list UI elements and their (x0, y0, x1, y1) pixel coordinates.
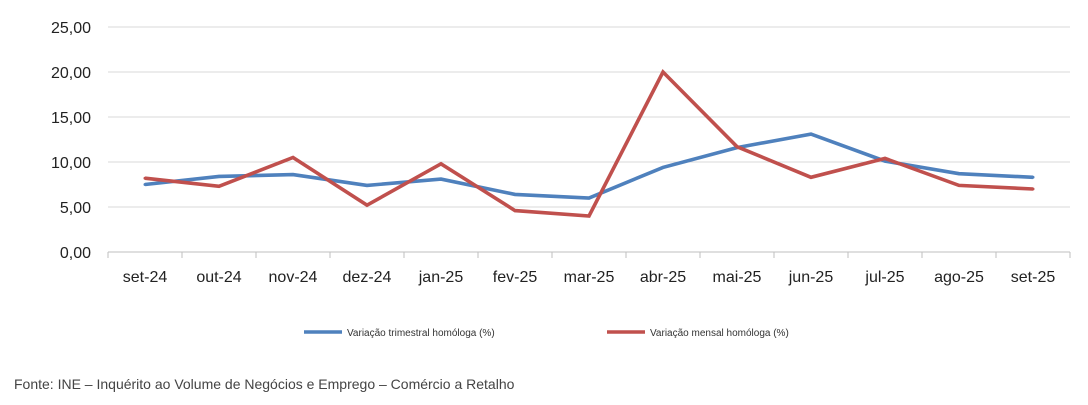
x-tick-label: jun-25 (788, 269, 834, 286)
x-tick-label: out-24 (196, 269, 241, 286)
y-tick-label: 10,00 (51, 155, 91, 172)
x-axis-tick-labels: set-24 out-24 nov-24 dez-24 jan-25 fev-25 mar-… (123, 269, 1056, 286)
data-point (883, 156, 887, 160)
x-tick-label: mar-25 (564, 269, 615, 286)
y-tick-label: 25,00 (51, 20, 91, 37)
data-point (439, 162, 443, 166)
data-point (291, 156, 295, 159)
x-tick-label: dez-24 (343, 269, 392, 286)
data-point (217, 174, 221, 178)
data-point (1031, 175, 1035, 179)
axes (107, 251, 1071, 258)
data-point (291, 173, 295, 177)
data-point (513, 192, 517, 196)
data-point (587, 196, 591, 200)
data-point (365, 203, 369, 207)
x-tick-label: jul-25 (864, 269, 904, 286)
data-point (809, 175, 813, 179)
data-point (957, 183, 961, 187)
x-tick-label: mai-25 (713, 269, 762, 286)
y-tick-label: 0,00 (60, 245, 91, 262)
data-point (661, 70, 665, 74)
data-point (143, 183, 147, 186)
data-point (1031, 187, 1035, 191)
x-tick-label: abr-25 (640, 269, 686, 286)
data-point (365, 183, 369, 187)
data-point (809, 132, 813, 136)
x-tick-label: jan-25 (418, 269, 464, 286)
data-point (439, 177, 443, 181)
series-line-1 (144, 132, 1034, 200)
x-tick-label: fev-25 (493, 269, 538, 286)
gridlines (108, 26, 1070, 208)
series-line-2 (144, 68, 1034, 218)
y-tick-label: 5,00 (60, 200, 91, 217)
y-tick-label: 20,00 (51, 65, 91, 82)
data-point (513, 209, 517, 213)
data-point (661, 165, 665, 169)
data-point (587, 214, 591, 218)
series-lines (143, 68, 1035, 218)
x-tick-label: nov-24 (269, 269, 318, 286)
legend-label: Variação mensal homóloga (%) (650, 328, 789, 339)
legend-label: Variação trimestral homóloga (%) (347, 328, 495, 339)
y-tick-label: 15,00 (51, 110, 91, 127)
data-point (143, 176, 147, 180)
legend: Variação trimestral homóloga (%) Variação… (304, 328, 789, 339)
source-note: Fonte: INE – Inquérito ao Volume de Negó… (14, 376, 515, 392)
data-point (217, 184, 221, 188)
x-tick-label: set-25 (1011, 269, 1056, 286)
x-tick-label: ago-25 (934, 269, 984, 286)
data-point (957, 172, 961, 176)
x-tick-label: set-24 (123, 269, 168, 286)
y-axis-tick-labels: 0,00 5,00 10,00 15,00 20,00 25,00 (51, 20, 91, 262)
data-point (735, 145, 739, 149)
